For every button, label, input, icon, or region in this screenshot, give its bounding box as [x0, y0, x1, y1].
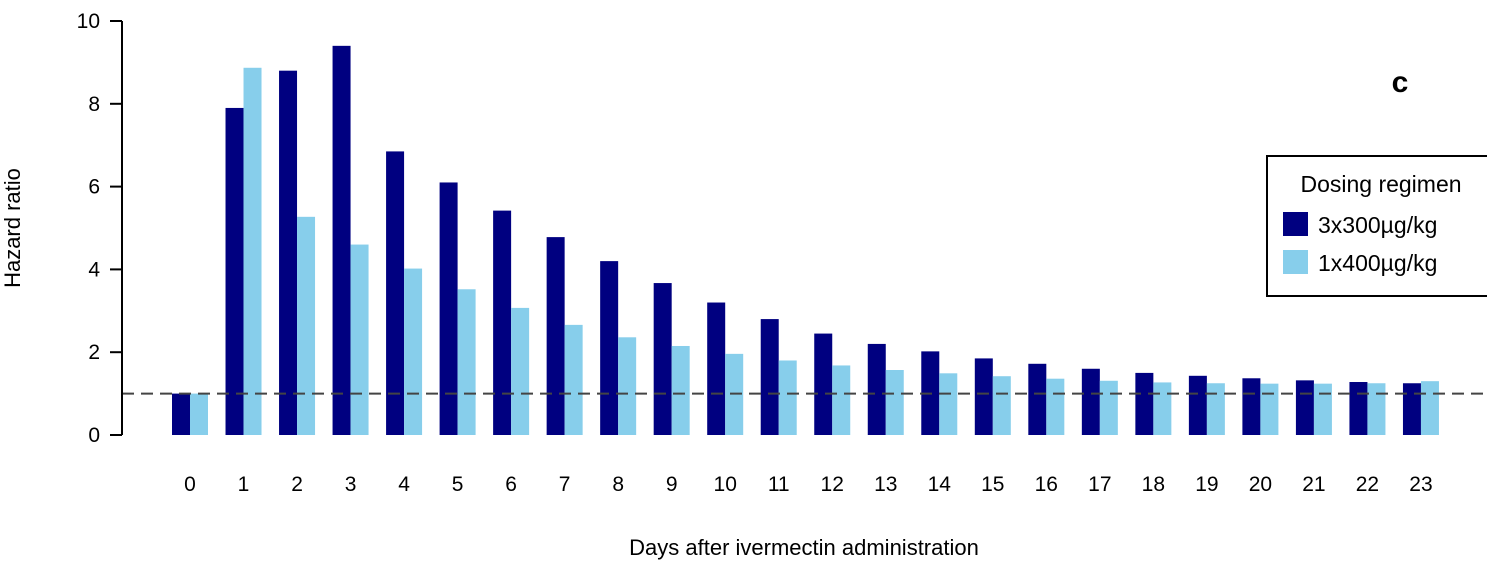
bar-3x300-day-1: [225, 107, 244, 435]
y-tick-label-10: 10: [77, 10, 100, 33]
bar-3x300-day-20: [1242, 378, 1261, 435]
bar-3x300-day-5: [439, 182, 458, 435]
x-axis-tick-labels: 0 1 2 3 4 5 6 7 8 9 10 11 12 13 14 15 16 17 18 19 20 21 22 23: [184, 473, 1432, 496]
x-tick-label-9: 9: [666, 473, 678, 496]
bar-1x400-day-11: [778, 360, 797, 435]
y-axis-title: Hazard ratio: [0, 168, 25, 288]
x-tick-label-21: 21: [1302, 473, 1325, 496]
y-tick-label-8: 8: [88, 93, 100, 116]
bar-3x300-day-6: [493, 210, 512, 435]
x-tick-label-15: 15: [981, 473, 1004, 496]
bar-3x300-day-8: [600, 261, 619, 435]
bar-1x400-day-5: [457, 289, 476, 435]
y-tick-label-4: 4: [88, 258, 100, 281]
bar-1x400-day-18: [1153, 382, 1172, 435]
x-tick-label-7: 7: [559, 473, 571, 496]
x-tick-label-3: 3: [345, 473, 357, 496]
bar-1x400-day-13: [885, 370, 904, 435]
bar-1x400-day-7: [564, 324, 583, 435]
y-tick-label-2: 2: [88, 341, 100, 364]
x-tick-label-17: 17: [1088, 473, 1111, 496]
bar-1x400-day-8: [618, 337, 637, 435]
bar-3x300-day-13: [867, 343, 886, 435]
bar-3x300-day-16: [1028, 363, 1047, 435]
bar-3x300-day-15: [974, 358, 993, 435]
legend-label-1x400: 1x400µg/kg: [1318, 250, 1437, 276]
x-tick-label-10: 10: [714, 473, 737, 496]
bar-3x300-day-11: [760, 319, 779, 435]
x-tick-label-18: 18: [1142, 473, 1165, 496]
x-tick-label-8: 8: [612, 473, 624, 496]
x-tick-label-12: 12: [821, 473, 844, 496]
bar-1x400-day-17: [1099, 380, 1118, 435]
legend-label-3x300: 3x300µg/kg: [1318, 212, 1437, 238]
y-tick-label-0: 0: [88, 424, 100, 447]
x-tick-label-20: 20: [1249, 473, 1272, 496]
bar-3x300-day-10: [707, 302, 726, 435]
x-tick-label-2: 2: [291, 473, 303, 496]
bar-3x300-day-19: [1188, 375, 1207, 435]
bar-3x300-day-22: [1349, 382, 1368, 435]
bar-3x300-day-21: [1295, 380, 1314, 435]
x-tick-label-19: 19: [1195, 473, 1218, 496]
x-tick-label-4: 4: [398, 473, 410, 496]
legend: Dosing regimen 3x300µg/kg 1x400µg/kg: [1266, 155, 1487, 297]
bar-1x400-day-20: [1260, 383, 1279, 435]
bar-1x400-day-6: [511, 307, 530, 435]
legend-swatch-1x400: [1283, 250, 1308, 274]
bar-1x400-day-19: [1206, 383, 1225, 435]
x-tick-label-23: 23: [1409, 473, 1432, 496]
x-tick-label-22: 22: [1356, 473, 1379, 496]
bar-1x400-day-22: [1367, 383, 1386, 435]
legend-swatch-3x300: [1283, 212, 1308, 236]
bar-3x300-day-2: [279, 70, 298, 436]
y-axis: 0 2 4 6 8 10: [77, 10, 123, 447]
bar-1x400-day-14: [939, 373, 958, 435]
bar-3x300-day-4: [386, 151, 405, 435]
bar-1x400-day-15: [992, 376, 1011, 435]
bar-1x400-day-21: [1313, 383, 1332, 435]
bar-3x300-day-12: [814, 333, 833, 435]
x-tick-label-1: 1: [238, 473, 250, 496]
x-tick-label-11: 11: [768, 473, 790, 496]
bar-3x300-day-17: [1081, 368, 1100, 435]
y-tick-label-6: 6: [88, 176, 100, 199]
x-tick-label-16: 16: [1035, 473, 1058, 496]
bar-3x300-day-9: [653, 283, 672, 435]
legend-title: Dosing regimen: [1300, 171, 1461, 197]
bar-1x400-day-12: [832, 365, 851, 435]
x-axis-title: Days after ivermectin administration: [629, 535, 979, 560]
bar-1x400-day-1: [243, 67, 262, 435]
bar-3x300-day-23: [1402, 383, 1421, 435]
bar-3x300-day-18: [1135, 372, 1154, 435]
x-tick-label-13: 13: [874, 473, 897, 496]
bars-group: [172, 45, 1439, 436]
bar-1x400-day-3: [350, 244, 369, 435]
bar-1x400-day-23: [1420, 381, 1439, 435]
bar-1x400-day-2: [297, 216, 316, 435]
x-tick-label-0: 0: [184, 473, 196, 496]
bar-3x300-day-7: [546, 237, 565, 435]
x-tick-label-5: 5: [452, 473, 464, 496]
bar-1x400-day-9: [671, 345, 690, 435]
bar-1x400-day-4: [404, 268, 423, 435]
bar-3x300-day-3: [332, 45, 351, 436]
bar-1x400-day-0: [190, 393, 208, 435]
x-tick-label-6: 6: [505, 473, 517, 496]
panel-label: c: [1392, 66, 1409, 99]
x-tick-label-14: 14: [928, 473, 952, 496]
bar-1x400-day-16: [1046, 378, 1065, 435]
bar-3x300-day-0: [172, 393, 190, 435]
